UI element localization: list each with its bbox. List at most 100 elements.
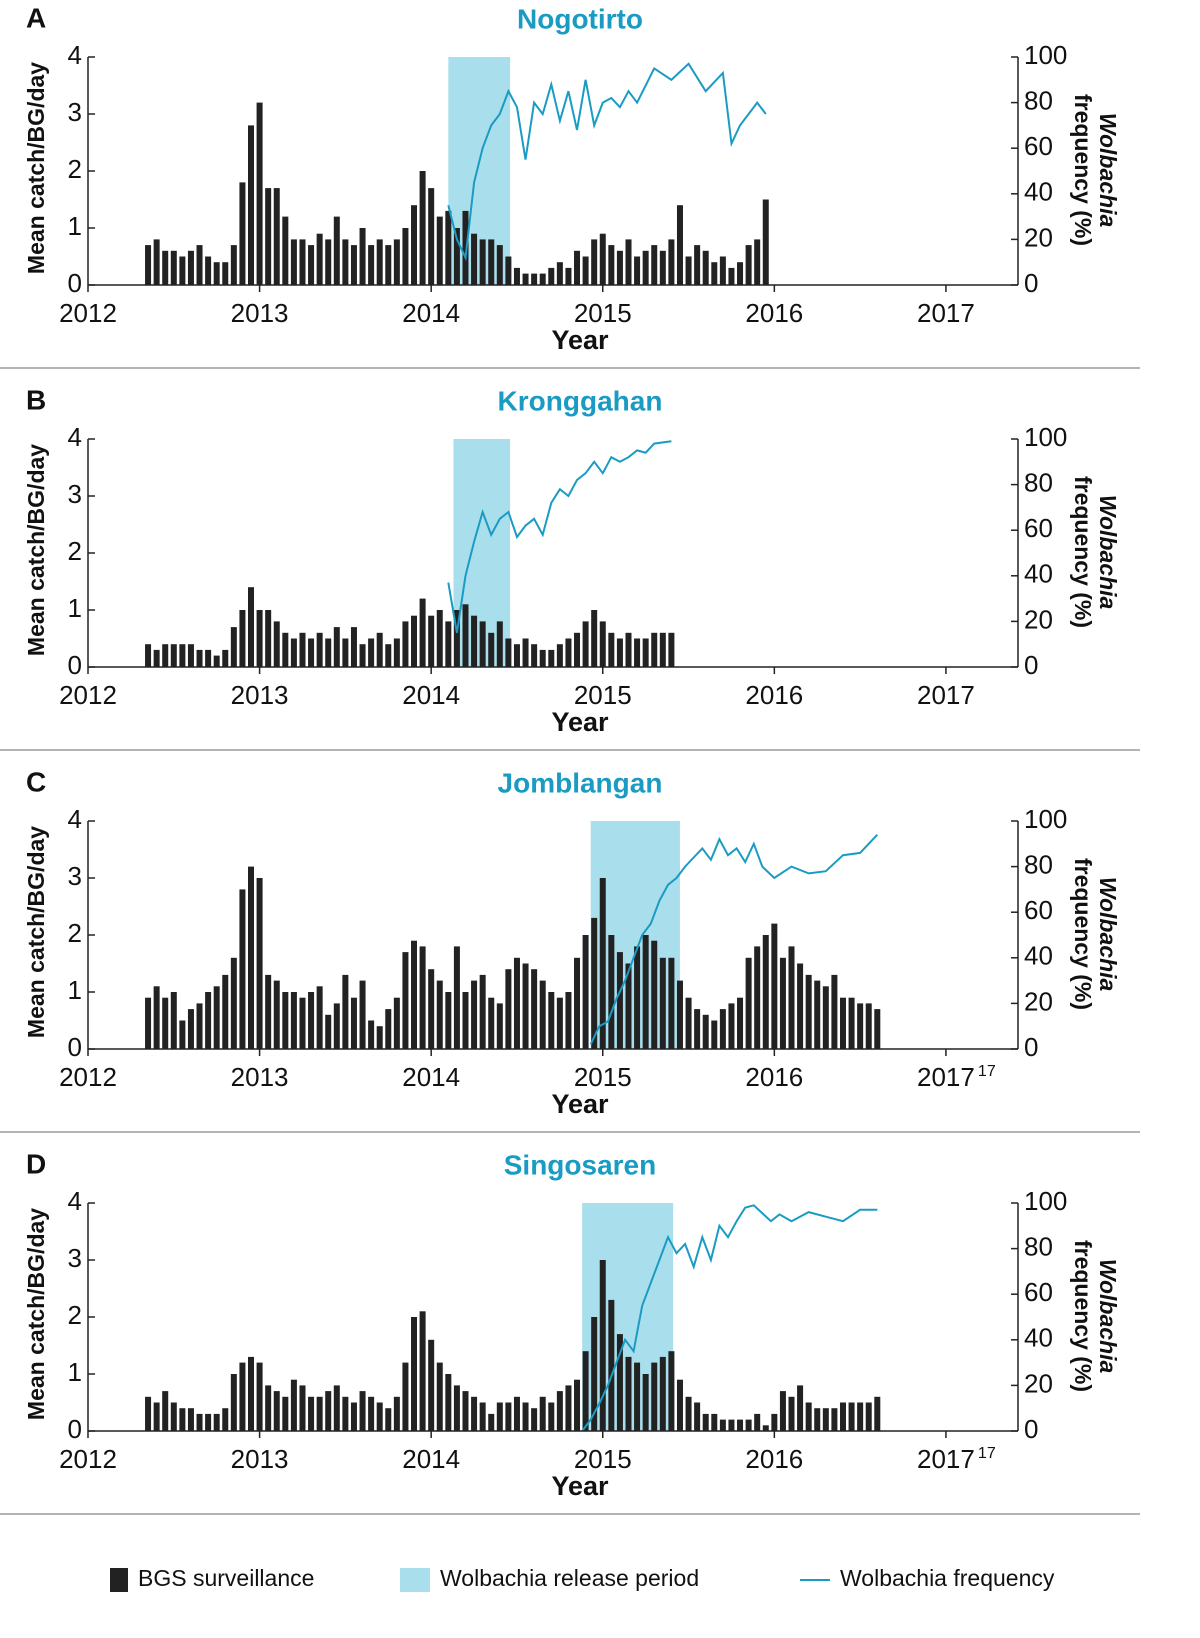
bar [711, 262, 718, 285]
bar [179, 644, 186, 667]
bar [728, 1419, 735, 1431]
bar [531, 273, 538, 285]
bar [634, 638, 641, 667]
bar [170, 644, 177, 667]
bar [711, 1020, 718, 1049]
bar [574, 250, 581, 285]
x-tick-label: 2017 [917, 298, 975, 328]
bar [634, 1362, 641, 1431]
bar [428, 969, 435, 1049]
y2-label-line: Wolbachia [1095, 113, 1121, 228]
bar [187, 1009, 194, 1049]
bar [522, 273, 529, 285]
bar [162, 1391, 169, 1431]
bar [625, 1356, 632, 1431]
x-tick-label: 2013 [231, 1062, 289, 1092]
bar [539, 649, 546, 667]
bar [694, 245, 701, 285]
y2-tick-label: 100 [1024, 422, 1067, 452]
bar [822, 986, 829, 1049]
bar [599, 233, 606, 285]
bar [676, 1379, 683, 1431]
bar [582, 256, 589, 285]
bar [479, 621, 486, 667]
bar [848, 1402, 855, 1431]
bar [290, 1379, 297, 1431]
bar [402, 621, 409, 667]
bar [771, 923, 778, 1049]
y2-axis-label: Wolbachiafrequency (%) [1070, 1240, 1121, 1392]
bar [256, 102, 263, 285]
bar [839, 997, 846, 1049]
panel-letter: B [26, 384, 46, 415]
bar [625, 963, 632, 1049]
panel-title: Jomblangan [498, 767, 663, 798]
y2-tick-label: 100 [1024, 1186, 1067, 1216]
bar [230, 1374, 237, 1431]
bar [316, 986, 323, 1049]
bar [599, 1260, 606, 1431]
y2-tick-label: 60 [1024, 131, 1053, 161]
x-tick-label: 2015 [574, 680, 632, 710]
bar [616, 1334, 623, 1431]
y2-label-line: frequency (%) [1070, 94, 1096, 246]
bar [488, 632, 495, 667]
x-tick-label: 2015 [574, 1062, 632, 1092]
bar [445, 1374, 452, 1431]
bar [325, 1014, 332, 1049]
x-tick-label: 2012 [59, 680, 117, 710]
bar [239, 610, 246, 667]
bar [419, 946, 426, 1049]
bar [659, 957, 666, 1049]
y-tick-label: 1 [68, 975, 82, 1005]
bar [316, 632, 323, 667]
bar [694, 1009, 701, 1049]
bar [282, 1396, 289, 1431]
bar [522, 638, 529, 667]
bar [325, 239, 332, 285]
bar [522, 1402, 529, 1431]
bar [865, 1003, 872, 1049]
bar [213, 262, 220, 285]
bar [265, 188, 272, 285]
bar [471, 980, 478, 1049]
bar [230, 245, 237, 285]
y2-label-line: frequency (%) [1070, 858, 1096, 1010]
bar [445, 992, 452, 1049]
bar [411, 615, 418, 667]
bar [162, 644, 169, 667]
bar [196, 649, 203, 667]
bar [179, 256, 186, 285]
bar [616, 638, 623, 667]
bar [333, 216, 340, 285]
bar [230, 627, 237, 667]
bar [479, 974, 486, 1049]
bar [428, 1339, 435, 1431]
bar [205, 992, 212, 1049]
bar [651, 940, 658, 1049]
x-tick-label: 2014 [402, 1444, 460, 1474]
x-tick-label: 2016 [745, 1444, 803, 1474]
legend-swatch [400, 1568, 430, 1592]
bar [719, 256, 726, 285]
bar [436, 216, 443, 285]
bar [402, 228, 409, 285]
bar [419, 1311, 426, 1431]
bar [153, 649, 160, 667]
bar [651, 632, 658, 667]
bar [548, 992, 555, 1049]
bar [779, 1391, 786, 1431]
x-tick-label: 2014 [402, 1062, 460, 1092]
bar [831, 1408, 838, 1431]
bar [170, 992, 177, 1049]
y2-label-line: frequency (%) [1070, 476, 1096, 628]
bar [488, 239, 495, 285]
bar [496, 1003, 503, 1049]
bar [865, 1402, 872, 1431]
bar [222, 974, 229, 1049]
panel-letter: A [26, 2, 46, 33]
y2-tick-label: 100 [1024, 40, 1067, 70]
y2-tick-label: 0 [1024, 1032, 1038, 1062]
bar [496, 245, 503, 285]
